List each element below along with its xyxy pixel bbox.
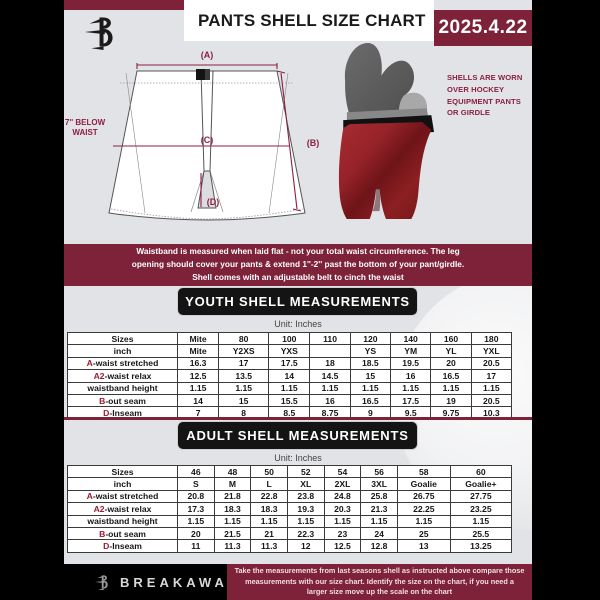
svg-text:(C): (C) (201, 135, 214, 145)
svg-text:(B): (B) (307, 138, 320, 148)
svg-text:(D): (D) (207, 197, 220, 207)
svg-text:(A): (A) (201, 50, 214, 60)
